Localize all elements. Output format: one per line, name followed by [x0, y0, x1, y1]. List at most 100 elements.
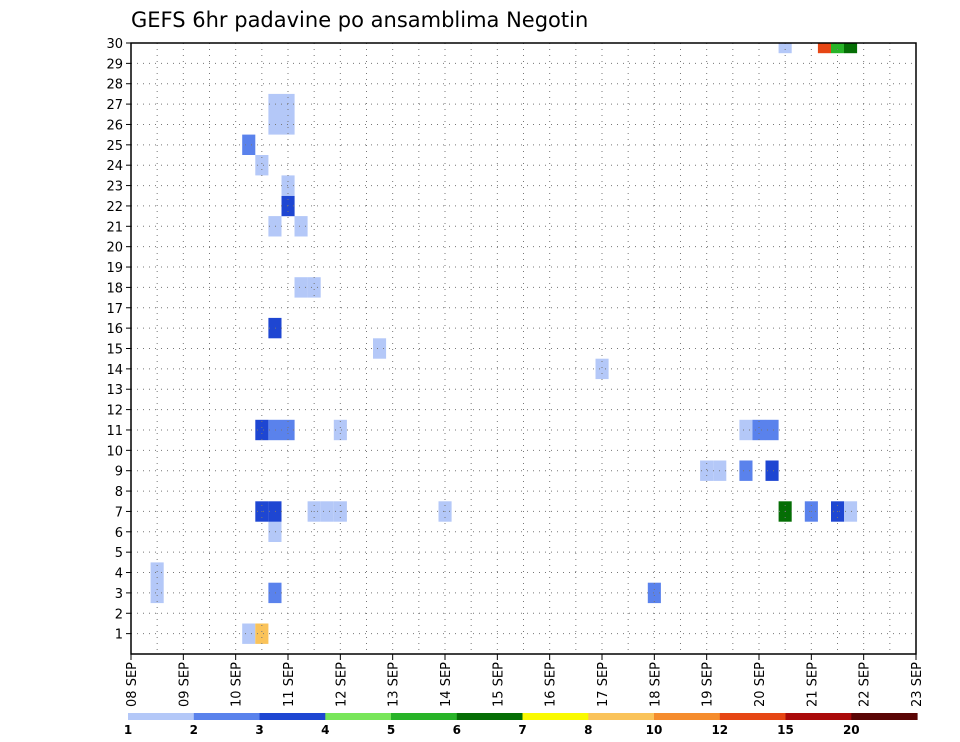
colorbar-label: 6: [453, 723, 461, 737]
y-tick-label: 14: [106, 363, 123, 378]
heatmap-cell: [268, 317, 282, 339]
y-tick-label: 25: [106, 139, 123, 154]
colorbar-swatch: [259, 713, 326, 720]
y-tick-label: 18: [106, 281, 123, 296]
y-tick-label: 2: [115, 607, 123, 622]
y-tick-label: 12: [106, 404, 123, 419]
colorbar-swatch: [128, 713, 195, 720]
colorbar-label: 4: [321, 723, 329, 737]
heatmap-cell: [255, 419, 269, 441]
y-tick-label: 29: [106, 57, 123, 72]
colorbar-label: 3: [255, 723, 263, 737]
y-tick-label: 27: [106, 98, 123, 113]
colorbar-swatch: [588, 713, 655, 720]
x-tick-label: 15 SEP: [491, 662, 506, 707]
heatmap-cell: [778, 43, 792, 54]
colorbar-swatch: [654, 713, 721, 720]
heatmap-cell: [268, 93, 282, 135]
y-tick-label: 8: [115, 485, 123, 500]
heatmap-cell: [700, 460, 714, 481]
heatmap-cell: [281, 93, 295, 135]
heatmap-cell: [255, 155, 269, 176]
y-tick-label: 13: [106, 383, 123, 398]
heatmap-cell: [268, 216, 282, 237]
x-tick-label: 17 SEP: [596, 662, 611, 707]
y-tick-label: 21: [106, 220, 123, 235]
heatmap-cell: [281, 419, 295, 441]
y-tick-label: 10: [106, 444, 123, 459]
colorbar-label: 12: [711, 723, 728, 737]
y-tick-label: 6: [115, 526, 123, 541]
y-tick-label: 26: [106, 118, 123, 133]
colorbar-swatch: [851, 713, 918, 720]
heatmap-cell: [268, 582, 282, 604]
colorbar-label: 10: [646, 723, 663, 737]
x-tick-label: 12 SEP: [334, 662, 349, 707]
y-tick-label: 17: [106, 302, 123, 317]
x-tick-label: 14 SEP: [439, 662, 454, 707]
colorbar-swatch: [456, 713, 524, 720]
heatmap-cell: [242, 134, 256, 155]
heatmap-cell: [333, 419, 347, 441]
heatmap-cell: [739, 460, 753, 481]
heatmap-cell: [752, 419, 766, 441]
heatmap-cell: [647, 582, 661, 604]
colorbar-swatch: [325, 713, 392, 720]
colorbar-swatch: [522, 713, 589, 720]
colorbar-swatch: [719, 713, 787, 720]
heatmap-cell: [817, 43, 831, 54]
heatmap-cell: [268, 419, 282, 441]
x-tick-label: 18 SEP: [648, 662, 663, 707]
colorbar-label: 7: [518, 723, 526, 737]
heatmap-cell: [765, 460, 779, 481]
heatmap-cell: [373, 338, 387, 359]
y-tick-label: 11: [106, 424, 123, 439]
heatmap-cell: [307, 277, 321, 298]
colorbar-label: 20: [843, 723, 860, 737]
x-tick-label: 16 SEP: [544, 662, 559, 707]
heatmap-cell: [150, 562, 164, 604]
cells-layer: [150, 43, 858, 644]
colorbar-label: 2: [190, 723, 198, 737]
y-tick-label: 28: [106, 78, 123, 93]
y-tick-label: 24: [106, 159, 123, 174]
y-tick-label: 22: [106, 200, 123, 215]
y-tick-label: 7: [115, 505, 123, 520]
x-tick-label: 10 SEP: [230, 662, 245, 707]
colorbar-label: 8: [584, 723, 592, 737]
x-tick-label: 13 SEP: [387, 662, 402, 707]
heatmap-cell: [294, 216, 308, 237]
y-tick-label: 15: [106, 343, 123, 358]
x-tick-label: 09 SEP: [177, 662, 192, 707]
x-tick-label: 22 SEP: [858, 662, 873, 707]
heatmap-cell: [844, 501, 858, 522]
y-tick-label: 9: [115, 465, 123, 480]
x-tick-label: 19 SEP: [701, 662, 716, 707]
colorbar-label: 15: [777, 723, 794, 737]
y-tick-label: 3: [115, 587, 123, 602]
colorbar-label: 1: [124, 723, 132, 737]
y-tick-label: 16: [106, 322, 123, 337]
colorbar-swatch: [785, 713, 852, 720]
heatmap-cell: [281, 175, 295, 196]
x-tick-label: 21 SEP: [805, 662, 820, 707]
chart-title: GEFS 6hr padavine po ansamblima Negotin: [131, 8, 588, 32]
grid-layer: [130, 42, 917, 654]
heatmap-cell: [320, 501, 334, 522]
y-tick-label: 30: [106, 37, 123, 52]
x-axis: 08 SEP 09 SEP 10 SEP 11 SEP 12 SEP 13 SEP 14 S…: [125, 654, 925, 707]
heatmap-cell: [255, 623, 269, 644]
y-tick-label: 4: [115, 567, 123, 582]
colorbar-label: 5: [387, 723, 395, 737]
y-tick-label: 1: [115, 628, 123, 643]
y-tick-label: 20: [106, 241, 123, 256]
heatmap-cell: [595, 358, 609, 380]
y-tick-label: 5: [115, 546, 123, 561]
heatmap-cell: [844, 43, 858, 54]
heatmap-cell: [765, 419, 779, 441]
heatmap-cell: [831, 43, 845, 54]
x-tick-label: 23 SEP: [910, 662, 925, 707]
heatmap-cell: [739, 419, 753, 441]
heatmap-cell: [294, 277, 308, 298]
